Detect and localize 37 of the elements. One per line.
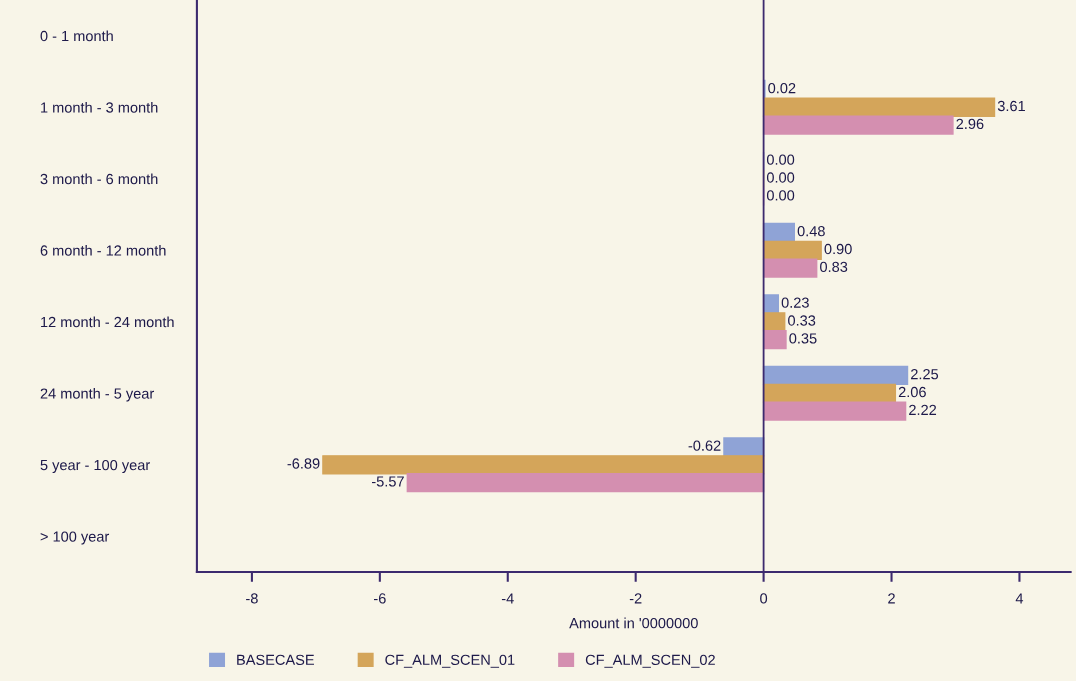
data-label: -6.89 bbox=[287, 458, 320, 469]
data-label: 0.00 bbox=[766, 190, 795, 201]
data-label: 0.83 bbox=[820, 261, 848, 273]
x-axis-title: Amount in '0000000 bbox=[569, 617, 698, 629]
y-tick-label: 12 month - 24 month bbox=[41, 316, 174, 328]
data-label: 0.90 bbox=[824, 243, 852, 255]
data-label: 2.96 bbox=[956, 118, 984, 130]
data-label: 3.61 bbox=[997, 100, 1025, 112]
x-tick-label: -4 bbox=[501, 593, 514, 604]
legend-label: BASECASE bbox=[237, 654, 314, 665]
data-label: 0.02 bbox=[768, 82, 796, 94]
y-tick-label: 0 - 1 month bbox=[40, 30, 113, 42]
y-tick-label: 1 month - 3 month bbox=[41, 101, 158, 113]
legend-label: CF_ALM_SCEN_01 bbox=[385, 654, 515, 668]
y-tick-label: > 100 year bbox=[40, 531, 110, 545]
data-label: 0.35 bbox=[789, 333, 817, 344]
x-tick-label: 4 bbox=[1015, 593, 1024, 604]
x-tick-label: -6 bbox=[374, 593, 386, 604]
data-label: 2.06 bbox=[898, 386, 926, 398]
data-label: 2.25 bbox=[911, 368, 939, 380]
data-label: 0.33 bbox=[788, 315, 816, 326]
y-tick-label: 3 month - 6 month bbox=[40, 173, 158, 185]
data-label: -0.62 bbox=[688, 440, 721, 451]
x-tick-label: -8 bbox=[246, 593, 258, 604]
x-tick-label: 2 bbox=[888, 593, 895, 604]
data-label: 0.23 bbox=[781, 297, 809, 308]
y-tick-label: 5 year - 100 year bbox=[40, 459, 150, 474]
data-label: 0.48 bbox=[797, 225, 825, 237]
data-label: 2.22 bbox=[909, 404, 937, 415]
data-label: 0.00 bbox=[766, 154, 795, 165]
y-tick-label: 24 month - 5 year bbox=[40, 387, 155, 402]
data-label: 0.00 bbox=[766, 172, 795, 183]
data-label: -5.57 bbox=[371, 476, 404, 487]
x-tick-label: 0 bbox=[760, 593, 768, 604]
y-tick-label: 6 month - 12 month bbox=[40, 244, 166, 256]
legend-label: CF_ALM_SCEN_02 bbox=[585, 654, 715, 668]
x-tick-label: -2 bbox=[629, 593, 642, 604]
